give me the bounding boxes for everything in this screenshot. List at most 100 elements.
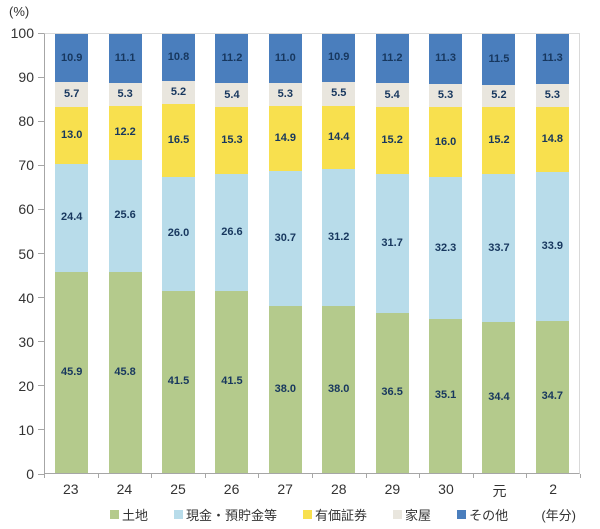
bar-segment: 31.7 (375, 173, 409, 313)
data-label: 10.9 (328, 51, 350, 64)
bar-segment: 5.2 (482, 84, 516, 108)
bar-column-27: 38.0 30.7 14.9 5.3 11.0 (259, 34, 312, 473)
data-label: 15.2 (381, 133, 403, 146)
bar-segment: 26.0 (162, 176, 196, 291)
bar-segment: 15.2 (375, 106, 409, 174)
y-tick-label: 70 (18, 157, 34, 174)
data-label: 11.2 (221, 52, 243, 65)
data-label: 45.9 (60, 365, 83, 378)
bar-segment: 16.0 (429, 106, 463, 178)
data-label: 36.5 (381, 386, 403, 399)
data-label: 10.9 (60, 51, 83, 64)
bar-segment: 34.4 (482, 321, 516, 473)
legend-label: 有価証券 (315, 507, 368, 523)
bar-segment: 5.4 (215, 83, 249, 107)
legend-item: 土地 (110, 505, 148, 524)
data-label: 5.5 (331, 87, 347, 100)
data-label: 5.3 (117, 87, 133, 100)
data-label: 26.0 (167, 227, 190, 240)
x-tick-mark (258, 474, 260, 478)
bar-segment: 35.1 (429, 318, 463, 473)
bar-segment: 5.3 (108, 82, 142, 107)
legend-swatch-icon (303, 509, 313, 519)
legend-item: 家屋 (393, 505, 431, 524)
y-tick-label: 90 (18, 69, 34, 86)
x-tick-label: 27 (277, 481, 293, 497)
x-tick-mark (580, 474, 581, 478)
y-tick-mark (38, 341, 44, 343)
data-label: 11.1 (114, 51, 136, 64)
data-label: 10.8 (167, 51, 190, 64)
legend-item: その他 (457, 505, 508, 524)
bar-segment: 11.3 (429, 34, 463, 84)
stacked-bar: 45.9 24.4 13.0 5.7 10.9 (55, 34, 89, 473)
y-tick-label: 0 (26, 466, 34, 482)
x-tick-mark (44, 474, 45, 478)
data-label: 25.6 (114, 209, 136, 222)
bar-segment: 5.5 (322, 81, 356, 107)
x-tick-mark (526, 474, 528, 478)
data-label: 14.8 (541, 132, 564, 145)
data-label: 33.9 (541, 239, 564, 252)
stacked-bar: 35.1 32.3 16.0 5.3 11.3 (429, 34, 463, 473)
stacked-bar: 41.5 26.0 16.5 5.2 10.8 (162, 34, 196, 473)
bar-segment: 33.7 (482, 174, 516, 322)
bar-segment: 10.8 (162, 34, 196, 82)
bar-segment: 11.0 (268, 34, 302, 83)
x-tick-mark (151, 474, 153, 478)
y-tick-mark (38, 473, 44, 475)
data-label: 15.3 (221, 133, 243, 146)
y-tick-label: 30 (18, 333, 34, 350)
bar-column-26: 41.5 26.6 15.3 5.4 11.2 (205, 34, 258, 473)
legend-swatch-icon (393, 509, 403, 519)
data-label: 34.4 (488, 390, 510, 403)
x-tick-mark (97, 474, 99, 478)
data-label: 26.6 (221, 225, 243, 238)
data-label: 34.7 (541, 390, 564, 403)
bar-column-24: 45.8 25.6 12.2 5.3 11.1 (98, 34, 151, 473)
data-label: 15.2 (488, 134, 510, 147)
bar-segment: 5.7 (55, 82, 89, 108)
x-tick-mark (312, 474, 313, 478)
data-label: 5.3 (544, 88, 560, 101)
data-label: 41.5 (167, 375, 190, 388)
bar-segment: 32.3 (429, 177, 463, 319)
data-label: 41.5 (221, 375, 243, 388)
bar-segment: 38.0 (268, 306, 302, 473)
bar-segment: 26.6 (215, 174, 249, 291)
data-label: 35.1 (434, 389, 457, 402)
data-label: 16.5 (167, 133, 190, 146)
legend-swatch-icon (110, 509, 119, 519)
bar-segment: 13.0 (55, 107, 89, 165)
x-tick-mark (365, 474, 367, 478)
x-tick-label: 25 (170, 481, 186, 497)
bar-segment: 15.3 (215, 106, 249, 175)
bar-segment: 11.5 (482, 34, 516, 85)
stacked-bar: 34.4 33.7 15.2 5.2 11.5 (482, 34, 516, 473)
bar-segment: 36.5 (375, 312, 409, 473)
x-tick-label: 24 (116, 481, 133, 497)
legend-item: 有価証券 (303, 505, 367, 524)
legend-item: 現金・預貯金等 (174, 505, 277, 524)
x-axis-unit-label: (年分) (541, 507, 576, 523)
data-label: 5.2 (170, 86, 187, 99)
bar-segment: 30.7 (268, 171, 302, 307)
data-label: 5.7 (64, 88, 80, 101)
plot-area: 45.9 24.4 13.0 5.7 10.9 45.8 25.6 12.2 5.3 11.1 41… (44, 33, 580, 474)
bar-segment: 33.9 (535, 171, 569, 321)
stacked-bar: 36.5 31.7 15.2 5.4 11.2 (375, 34, 409, 473)
legend: 土地 現金・預貯金等 有価証券 家屋 その他 (年分) (44, 503, 580, 525)
bar-segment: 15.2 (482, 107, 516, 175)
y-tick-label: 80 (18, 113, 34, 130)
stacked-bar: 41.5 26.6 15.3 5.4 11.2 (215, 34, 249, 473)
bar-segment: 5.3 (268, 82, 302, 107)
bar-segment: 38.0 (322, 306, 356, 473)
legend-label: その他 (469, 507, 509, 523)
y-tick-label: 10 (18, 421, 34, 438)
bar-segment: 25.6 (108, 159, 142, 272)
data-label: 33.7 (488, 241, 510, 254)
x-tick-label: 30 (438, 481, 454, 497)
bar-segment: 14.4 (322, 106, 356, 170)
legend-label: 土地 (122, 507, 149, 523)
